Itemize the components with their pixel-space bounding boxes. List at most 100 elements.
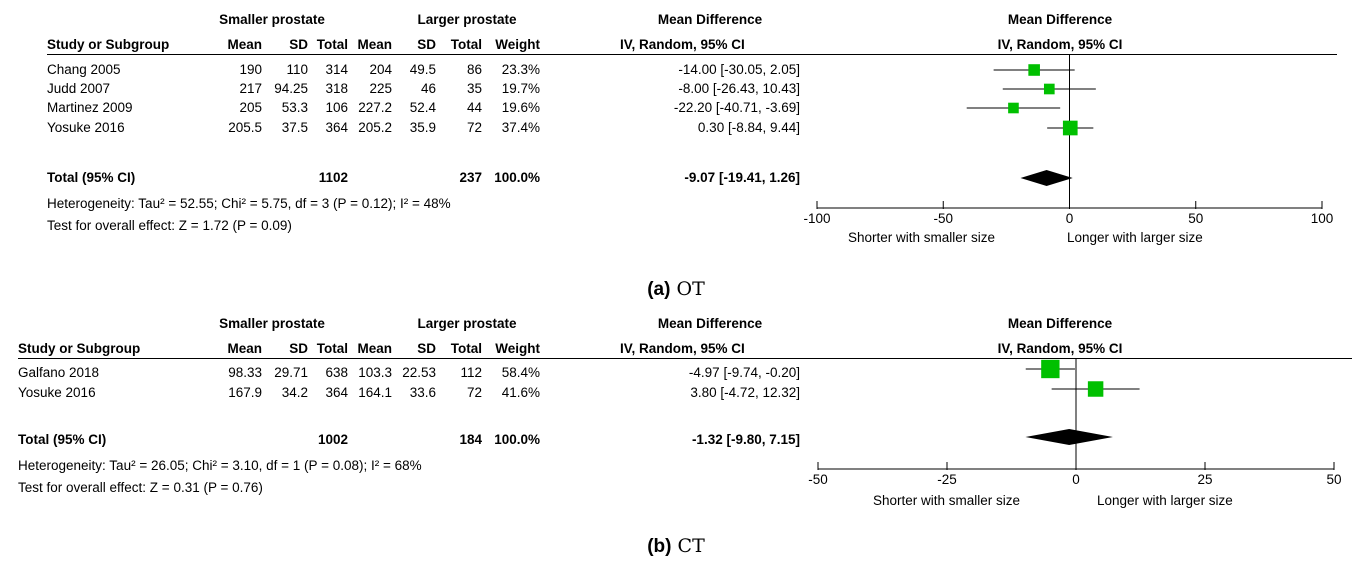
col-sd1: SD [289, 341, 308, 356]
total2-cell: 72 [466, 120, 482, 135]
total2-cell: 72 [466, 385, 482, 400]
x-tick-label: 50 [1326, 472, 1341, 487]
sd2-cell: 49.5 [409, 62, 436, 77]
col-total2: Total [450, 341, 482, 356]
study-name: Yosuke 2016 [18, 385, 96, 400]
col-sd1: SD [289, 37, 308, 52]
weight-cell: 23.3% [501, 62, 540, 77]
col-total2: Total [450, 37, 482, 52]
total1-cell: 364 [325, 120, 348, 135]
effect-square [1062, 120, 1078, 136]
weight-cell: 19.7% [501, 81, 540, 96]
x-tick-label: 0 [1072, 472, 1080, 487]
axis-right-label: Longer with larger size [1067, 230, 1203, 245]
weight-cell: 41.6% [501, 385, 540, 400]
ci-cell: 3.80 [-4.72, 12.32] [690, 385, 800, 400]
plot-header-sub: IV, Random, 95% CI [997, 37, 1123, 52]
col-mean2: Mean [357, 341, 392, 356]
overall-effect-text: Test for overall effect: Z = 0.31 (P = 0… [18, 480, 263, 495]
effect-square [1041, 359, 1060, 379]
total2-cell: 112 [460, 365, 482, 380]
x-tick-label: 0 [1066, 211, 1074, 226]
sd2-cell: 52.4 [409, 100, 436, 115]
col-total1: Total [316, 341, 348, 356]
mean2-cell: 204 [369, 62, 392, 77]
ci-cell: -4.97 [-9.74, -0.20] [688, 365, 800, 380]
total1-cell: 364 [325, 385, 348, 400]
total2-cell: 237 [459, 170, 482, 185]
pooled-diamond [1025, 429, 1113, 445]
md-header-title: Mean Difference [657, 12, 763, 27]
ci-cell: -22.20 [-40.71, -3.69] [673, 100, 800, 115]
axis-left-label: Shorter with smaller size [848, 230, 996, 245]
col-sd2: SD [417, 341, 436, 356]
caption-text: OT [676, 278, 705, 300]
plot-header-title: Mean Difference [1007, 316, 1113, 331]
x-tick-label: 50 [1188, 211, 1203, 226]
study-name: Judd 2007 [47, 81, 111, 96]
ci-cell: 0.30 [-8.84, 9.44] [697, 120, 800, 135]
pooled-diamond [1020, 170, 1073, 186]
study-name: Chang 2005 [47, 62, 121, 77]
ci-cell: -14.00 [-30.05, 2.05] [678, 62, 800, 77]
x-tick-label: -50 [933, 211, 953, 226]
md-header-sub: IV, Random, 95% CI [620, 341, 745, 356]
sd1-cell: 29.71 [274, 365, 308, 380]
x-tick-label: -25 [937, 472, 957, 487]
total1-cell: 314 [325, 62, 348, 77]
ci-cell: -1.32 [-9.80, 7.15] [691, 432, 800, 447]
col-sd2: SD [417, 37, 436, 52]
effect-square [1028, 64, 1040, 76]
mean2-cell: 103.3 [358, 365, 392, 380]
sd1-cell: 34.2 [281, 385, 308, 400]
md-header-sub: IV, Random, 95% CI [620, 37, 745, 52]
x-tick-label: 100 [1311, 211, 1334, 226]
heterogeneity-text: Heterogeneity: Tau² = 52.55; Chi² = 5.75… [47, 196, 451, 211]
mean1-cell: 217 [239, 81, 262, 96]
forest-panel-ot: Smaller prostate Larger prostate Mean Di… [47, 12, 1337, 245]
sd1-cell: 53.3 [281, 100, 308, 115]
total1-cell: 106 [325, 100, 348, 115]
col-study: Study or Subgroup [47, 37, 170, 52]
caption-b: (b) CT [0, 535, 1352, 558]
effect-square [1008, 102, 1019, 114]
mean1-cell: 167.9 [228, 385, 262, 400]
weight-cell: 19.6% [501, 100, 540, 115]
weight-cell: 58.4% [501, 365, 540, 380]
total2-cell: 184 [459, 432, 482, 447]
mean1-cell: 98.33 [228, 365, 262, 380]
sd1-cell: 94.25 [274, 81, 308, 96]
mean1-cell: 190 [239, 62, 262, 77]
caption-text: CT [677, 535, 705, 557]
heterogeneity-text: Heterogeneity: Tau² = 26.05; Chi² = 3.10… [18, 458, 422, 473]
x-tick-label: -50 [808, 472, 828, 487]
sd2-cell: 33.6 [409, 385, 436, 400]
mean2-cell: 227.2 [358, 100, 392, 115]
forest-plot-ct: -50 -25 0 25 50 [808, 358, 1342, 487]
weight-cell: 100.0% [494, 170, 540, 185]
group1-header: Smaller prostate [219, 316, 325, 331]
col-mean1: Mean [227, 37, 262, 52]
total1-cell: 318 [325, 81, 348, 96]
col-total1: Total [316, 37, 348, 52]
total2-cell: 86 [466, 62, 482, 77]
header-rule [18, 358, 1352, 359]
plot-header-title: Mean Difference [1007, 12, 1113, 27]
mean2-cell: 205.2 [358, 120, 392, 135]
total1-cell: 638 [325, 365, 348, 380]
sd2-cell: 35.9 [409, 120, 436, 135]
weight-cell: 100.0% [494, 432, 540, 447]
effect-square [1043, 83, 1055, 95]
mean1-cell: 205.5 [228, 120, 262, 135]
mean2-cell: 164.1 [358, 385, 392, 400]
x-tick-label: 25 [1197, 472, 1212, 487]
forest-panel-ct: Smaller prostate Larger prostate Mean Di… [0, 300, 1352, 568]
caption-a: (a) OT [0, 278, 1352, 301]
sd1-cell: 37.5 [281, 120, 308, 135]
header-rule [47, 54, 1337, 55]
study-name: Galfano 2018 [18, 365, 100, 380]
col-mean1: Mean [227, 341, 262, 356]
effect-square [1087, 381, 1104, 397]
mean2-cell: 225 [369, 81, 392, 96]
sd2-cell: 46 [420, 81, 436, 96]
